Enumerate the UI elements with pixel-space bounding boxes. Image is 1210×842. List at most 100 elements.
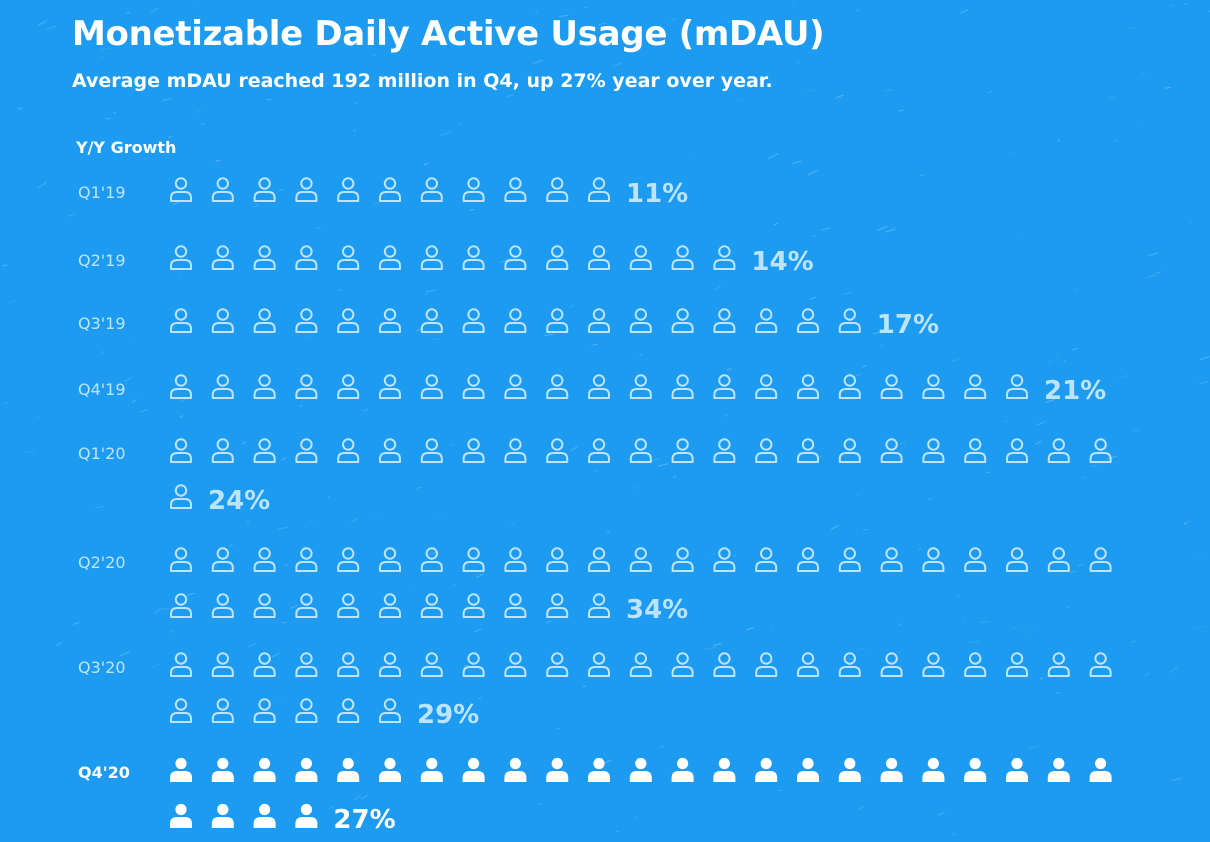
person-icon <box>211 374 234 399</box>
person-icon <box>253 593 276 618</box>
person-icon <box>170 593 192 618</box>
chart-row: Q2'20 34% <box>78 547 1112 625</box>
person-icon <box>588 547 610 572</box>
person-icon <box>211 177 234 202</box>
person-icon <box>420 438 443 463</box>
data-label: 29% <box>417 700 479 730</box>
person-icon <box>170 438 192 463</box>
person-icon <box>337 757 360 782</box>
person-icon <box>713 374 736 399</box>
person-icon <box>922 757 945 782</box>
tick-label: Q3'19 <box>78 314 126 333</box>
person-icon <box>170 803 192 828</box>
person-icon <box>420 245 443 270</box>
person-icon <box>546 374 569 399</box>
person-icon <box>253 698 276 723</box>
person-icon <box>629 652 652 677</box>
person-icon <box>629 245 652 270</box>
person-icon <box>253 245 276 270</box>
person-icon <box>1089 652 1112 677</box>
person-icon <box>211 698 234 723</box>
data-label: 11% <box>626 179 688 209</box>
person-icon <box>504 245 527 270</box>
person-icon <box>420 757 443 782</box>
person-icon <box>797 438 819 463</box>
person-icon <box>462 652 485 677</box>
person-icon <box>755 374 778 399</box>
data-label: 21% <box>1044 376 1106 406</box>
person-icon <box>462 593 485 618</box>
person-icon <box>1089 438 1112 463</box>
person-icon <box>295 245 318 270</box>
person-icon <box>671 547 694 572</box>
chart-row: Q4'20 27% <box>78 757 1112 835</box>
person-icon <box>337 438 360 463</box>
person-icon <box>462 547 485 572</box>
person-icon <box>629 547 652 572</box>
person-icon <box>379 177 401 202</box>
person-icon <box>504 652 527 677</box>
person-icon <box>295 652 318 677</box>
person-icon <box>1047 438 1070 463</box>
person-icon <box>211 803 234 828</box>
person-icon <box>253 308 276 333</box>
person-icon <box>671 374 694 399</box>
person-icon <box>713 757 736 782</box>
tick-label: Q4'20 <box>78 763 130 782</box>
person-icon <box>964 374 987 399</box>
person-icon <box>337 308 360 333</box>
person-icon <box>504 438 527 463</box>
person-icon <box>838 652 861 677</box>
person-icon <box>838 374 861 399</box>
person-icon <box>1006 438 1028 463</box>
person-icon <box>420 547 443 572</box>
person-icon <box>211 308 234 333</box>
person-icon <box>880 438 903 463</box>
person-icon <box>1089 757 1112 782</box>
person-icon <box>170 484 192 509</box>
person-icon <box>462 308 485 333</box>
person-icon <box>629 438 652 463</box>
person-icon <box>295 547 318 572</box>
person-icon <box>1006 374 1028 399</box>
chart-row: Q1'20 24% <box>78 438 1112 516</box>
person-icon <box>379 374 401 399</box>
person-icon <box>838 757 861 782</box>
person-icon <box>170 547 192 572</box>
person-icon <box>337 652 360 677</box>
person-icon <box>755 547 778 572</box>
person-icon <box>420 652 443 677</box>
person-icon <box>671 438 694 463</box>
person-icon <box>420 593 443 618</box>
data-label: 17% <box>877 310 939 340</box>
person-icon <box>379 593 401 618</box>
tick-label: Q1'20 <box>78 444 126 463</box>
person-icon <box>295 177 318 202</box>
person-icon <box>755 308 778 333</box>
person-icon <box>797 652 819 677</box>
person-icon <box>1006 757 1028 782</box>
tick-label: Q2'20 <box>78 553 126 572</box>
person-icon <box>504 593 527 618</box>
person-icon <box>671 308 694 333</box>
person-icon <box>420 177 443 202</box>
person-icon <box>337 374 360 399</box>
person-icon <box>295 698 318 723</box>
person-icon <box>546 245 569 270</box>
person-icon <box>253 374 276 399</box>
person-icon <box>838 547 861 572</box>
person-icon <box>504 547 527 572</box>
person-icon <box>170 374 192 399</box>
person-icon <box>546 438 569 463</box>
person-icon <box>713 652 736 677</box>
person-icon <box>253 177 276 202</box>
data-label: 24% <box>208 486 270 516</box>
person-icon <box>546 593 569 618</box>
person-icon <box>295 757 318 782</box>
person-icon <box>922 547 945 572</box>
person-icon <box>880 374 903 399</box>
person-icon <box>211 245 234 270</box>
person-icon <box>629 308 652 333</box>
